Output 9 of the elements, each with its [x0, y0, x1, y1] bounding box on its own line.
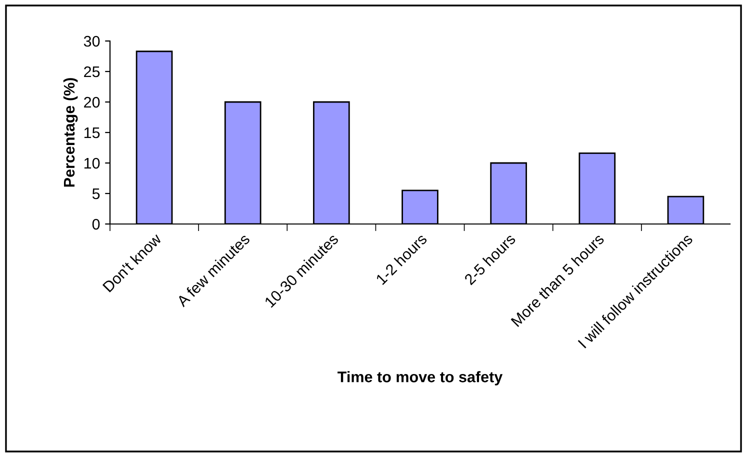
x-axis-title: Time to move to safety [338, 371, 503, 386]
y-tick-label: 10 [84, 158, 100, 169]
y-tick-label: 25 [84, 66, 100, 78]
y-axis-title: Percentage (%) [63, 78, 78, 187]
y-tick-label: 30 [84, 36, 100, 47]
y-tick-label: 15 [84, 128, 100, 138]
y-tick-label: 20 [84, 96, 100, 108]
y-tick-label: 0 [92, 218, 100, 230]
y-tick-label: 5 [92, 188, 100, 200]
